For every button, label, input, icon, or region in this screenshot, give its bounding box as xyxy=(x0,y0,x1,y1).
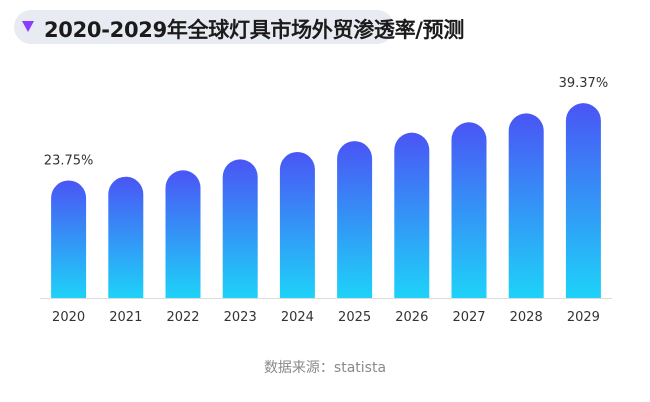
x-tick-label: 2022 xyxy=(166,310,199,325)
x-tick-label: 2028 xyxy=(510,310,543,325)
bar-2020 xyxy=(51,180,87,298)
x-tick-label: 2020 xyxy=(52,310,85,325)
triangle-marker-icon xyxy=(22,21,34,32)
x-tick-label: 2021 xyxy=(109,310,142,325)
bar-2023 xyxy=(222,159,258,298)
x-tick-label: 2025 xyxy=(338,310,371,325)
data-source: 数据来源：statista xyxy=(263,360,387,376)
bar-2026 xyxy=(394,132,430,298)
bar-2021 xyxy=(108,176,144,298)
x-tick-label: 2029 xyxy=(567,310,600,325)
bar-2022 xyxy=(165,170,201,298)
bar-2024 xyxy=(279,151,315,298)
value-label: 39.37% xyxy=(559,76,609,91)
x-tick-label: 2024 xyxy=(281,310,314,325)
x-tick-label: 2027 xyxy=(452,310,485,325)
x-tick-label: 2026 xyxy=(395,310,428,325)
chart-title: 2020-2029年全球灯具市场外贸渗透率/预测 xyxy=(44,18,465,42)
bar-2025 xyxy=(337,141,373,298)
value-label: 23.75% xyxy=(44,153,94,168)
bar-2027 xyxy=(451,122,487,298)
x-tick-label: 2023 xyxy=(224,310,257,325)
title-bar: 2020-2029年全球灯具市场外贸渗透率/预测 xyxy=(14,10,464,44)
bar-2029 xyxy=(565,103,601,298)
bar-2028 xyxy=(508,113,544,298)
